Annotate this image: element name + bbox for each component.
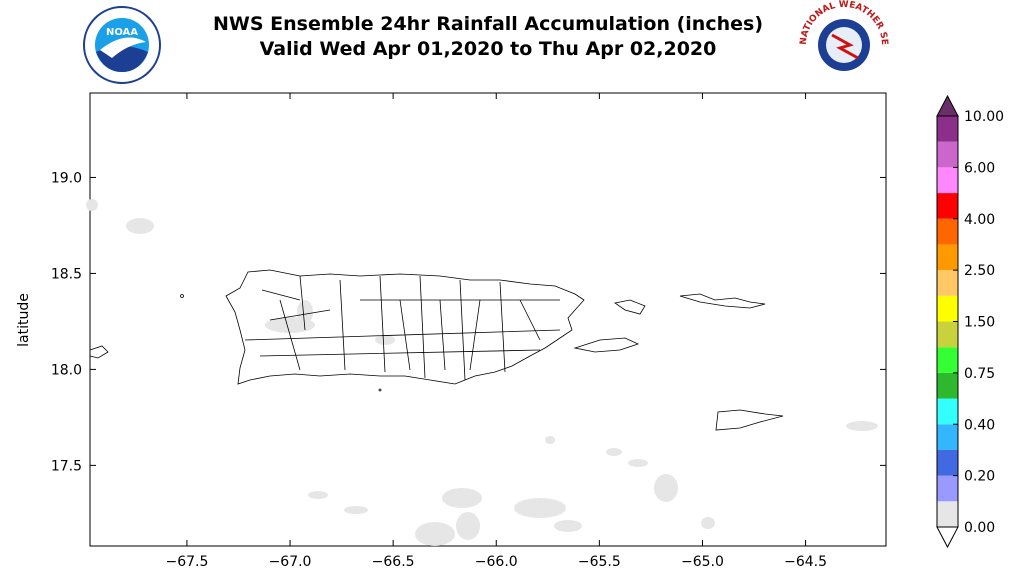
colorbar-segment [937, 116, 958, 142]
colorbar-segment [937, 475, 958, 502]
x-tick-label: −65.5 [578, 554, 621, 570]
y-tick-label: 18.0 [51, 362, 82, 378]
subtitle: Valid Wed Apr 01,2020 to Thu Apr 02,2020 [260, 38, 717, 60]
y-tick-label: 17.5 [51, 458, 82, 474]
noaa-text: NOAA [106, 27, 138, 38]
colorbar-label: 4.00 [964, 212, 995, 228]
colorbar-segment [937, 244, 958, 271]
colorbar-segment [937, 398, 958, 425]
colorbar-segment [937, 449, 958, 476]
colorbar-segment [937, 347, 958, 373]
x-tick-label: −67.5 [165, 554, 208, 570]
colorbar-label: 2.50 [964, 263, 995, 279]
colorbar-segment [937, 501, 958, 527]
y-tick-label: 19.0 [51, 170, 82, 186]
colorbar-segment [937, 167, 958, 194]
x-tick-label: −64.5 [784, 554, 827, 570]
x-tick-label: −66.0 [475, 554, 518, 570]
colorbar-segment [937, 295, 958, 322]
y-tick-label: 18.5 [51, 266, 82, 282]
colorbar-segment [937, 141, 958, 168]
colorbar: 0.00 0.20 0.40 0.75 1.50 2.50 4.00 6.00 10.00 [936, 94, 1004, 549]
colorbar-segment [937, 193, 958, 219]
colorbar-label: 1.50 [964, 315, 995, 331]
rain-patches [86, 199, 878, 546]
noaa-logo: NOAA [83, 6, 161, 84]
colorbar-over [936, 94, 959, 117]
x-tick-label: −65.0 [681, 554, 724, 570]
colorbar-under [936, 526, 959, 549]
x-tick-label: −66.5 [372, 554, 415, 570]
x-tick-label: −67.0 [269, 554, 312, 570]
coastlines [89, 269, 784, 431]
colorbar-segment [937, 424, 958, 450]
colorbar-label: 0.20 [964, 469, 995, 485]
colorbar-label: 10.00 [964, 109, 1004, 125]
y-axis-label: latitude [16, 293, 32, 347]
colorbar-segment [937, 218, 958, 245]
colorbar-segment [937, 321, 958, 348]
map-content [86, 199, 878, 546]
colorbar-segment [937, 372, 958, 399]
colorbar-label: 0.75 [964, 366, 995, 382]
colorbar-label: 0.00 [964, 520, 995, 536]
colorbar-label: 0.40 [964, 417, 995, 433]
colorbar-label: 6.00 [964, 160, 995, 176]
map-frame [89, 92, 887, 547]
title: NWS Ensemble 24hr Rainfall Accumulation … [213, 13, 763, 35]
colorbar-segment [937, 270, 958, 296]
